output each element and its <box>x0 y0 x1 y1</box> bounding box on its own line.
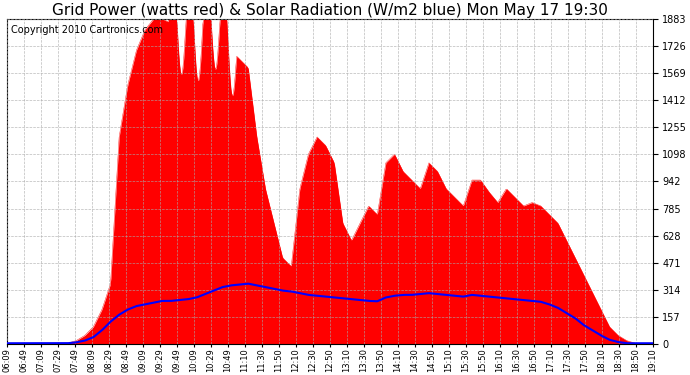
Title: Grid Power (watts red) & Solar Radiation (W/m2 blue) Mon May 17 19:30: Grid Power (watts red) & Solar Radiation… <box>52 3 608 18</box>
Text: Copyright 2010 Cartronics.com: Copyright 2010 Cartronics.com <box>10 26 163 36</box>
